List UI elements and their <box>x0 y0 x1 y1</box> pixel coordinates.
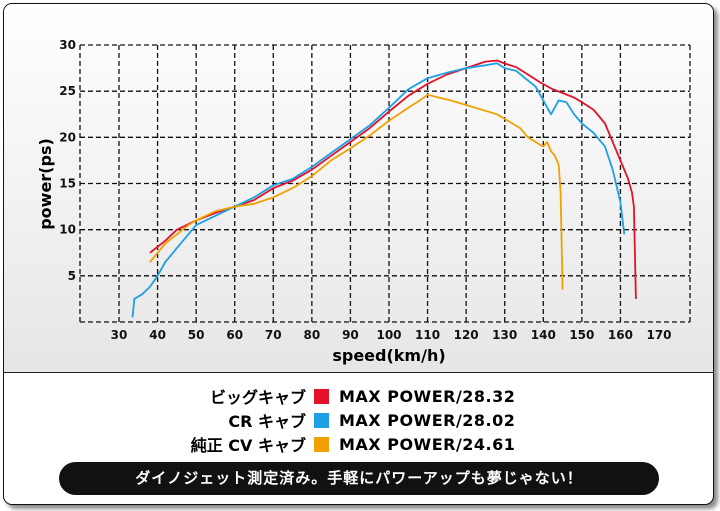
series-line-2 <box>149 93 564 290</box>
x-tick-label: 120 <box>454 328 479 342</box>
x-tick-label: 100 <box>376 328 401 342</box>
legend-item-stock-cv-carb: 純正 CV キャブ MAX POWER/24.61 <box>154 432 574 456</box>
legend-max-power: MAX POWER/24.61 <box>339 434 516 454</box>
y-tick-label: 30 <box>59 38 76 52</box>
legend-label: 純正 CV キャブ <box>190 436 306 455</box>
x-tick-label: 140 <box>531 328 556 342</box>
legend-swatch <box>314 412 329 428</box>
legend-swatch <box>314 436 329 452</box>
y-tick-label: 5 <box>68 269 76 283</box>
x-tick-label: 30 <box>111 328 128 342</box>
series-line-0 <box>149 59 637 299</box>
y-axis-title: power(ps) <box>36 138 55 230</box>
y-tick-label: 10 <box>59 223 76 237</box>
y-tick-label: 15 <box>59 177 76 191</box>
plot-background <box>4 4 713 373</box>
x-tick-label: 70 <box>265 328 282 342</box>
x-tick-label: 50 <box>188 328 205 342</box>
chart-panel: 5 10 15 20 25 30 30 40 50 60 70 80 90 100 110 120 130 140… <box>3 3 714 505</box>
x-tick-label: 80 <box>304 328 321 342</box>
x-tick-label: 40 <box>149 328 166 342</box>
legend-label: CR キャブ <box>228 412 306 431</box>
legend-max-power: MAX POWER/28.02 <box>339 410 516 430</box>
legend-item-cr-carb: CR キャブ MAX POWER/28.02 <box>154 408 574 432</box>
x-tick-label: 60 <box>226 328 243 342</box>
y-tick-label: 25 <box>59 84 76 98</box>
x-tick-label: 90 <box>342 328 359 342</box>
series-line-1 <box>131 62 626 318</box>
x-tick-label: 150 <box>569 328 594 342</box>
legend-label: ビッグキャブ <box>209 388 306 407</box>
legend-swatch <box>314 388 329 404</box>
x-tick-label: 170 <box>646 328 671 342</box>
x-axis-title: speed(km/h) <box>332 346 445 365</box>
legend: ビッグキャブ MAX POWER/28.32 CR キャブ MAX POWER/… <box>154 384 574 456</box>
x-tick-label: 130 <box>492 328 517 342</box>
banner-caption: ダイノジェット測定済み。手軽にパワーアップも夢じゃない！ <box>59 462 659 495</box>
x-tick-label: 160 <box>608 328 633 342</box>
x-tick-label: 110 <box>415 328 440 342</box>
power-curve-chart: 5 10 15 20 25 30 30 40 50 60 70 80 90 100 110 120 130 140… <box>36 38 691 365</box>
y-tick-label: 20 <box>59 130 76 144</box>
legend-item-big-carb: ビッグキャブ MAX POWER/28.32 <box>154 384 574 408</box>
legend-max-power: MAX POWER/28.32 <box>339 386 516 406</box>
